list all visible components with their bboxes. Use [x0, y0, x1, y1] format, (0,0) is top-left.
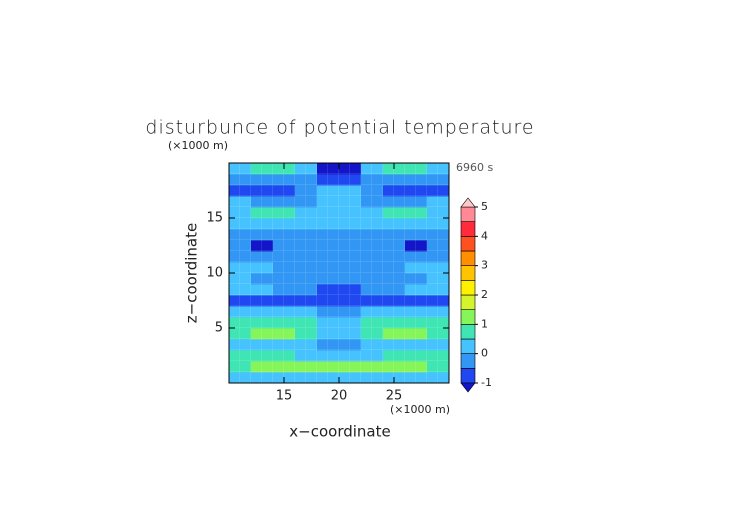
colorbar-over	[460, 197, 476, 208]
colorbar-segment	[460, 280, 476, 296]
colorbar-tick-label: 0	[481, 347, 488, 360]
y-tick-label: 10	[206, 266, 223, 281]
colorbar-segment	[460, 368, 476, 384]
colorbar-segment	[460, 206, 476, 222]
model-grid	[229, 163, 449, 383]
colorbar-segment	[460, 324, 476, 340]
x-tick-label: 25	[386, 389, 403, 404]
colorbar-segment	[460, 353, 476, 369]
colorbar-under	[460, 382, 476, 393]
y-axis-label: z−coordinate	[183, 223, 201, 323]
colorbar-tick-label: 3	[481, 259, 488, 272]
colorbar-tick-label: -1	[481, 376, 492, 389]
x-tick-label: 20	[331, 389, 348, 404]
y-tick-label: 15	[206, 211, 223, 226]
annotation: 6960 s	[456, 161, 493, 174]
x-axis-label: x−coordinate	[289, 423, 390, 441]
colorbar: -1 0 1 2 3 4 5	[460, 197, 492, 393]
colorbar-segment	[460, 309, 476, 325]
colorbar-segment	[460, 236, 476, 252]
colorbar-tick-label: 5	[481, 200, 488, 213]
x-tick-label: 15	[276, 389, 293, 404]
colorbar-segment	[460, 250, 476, 266]
colorbar-segment	[460, 221, 476, 237]
chart-title: disturbunce of potential temperature	[145, 117, 534, 139]
colorbar-tick-label: 1	[481, 317, 488, 330]
y-tick-label: 5	[215, 321, 223, 336]
y-unit: (×1000 m)	[168, 139, 228, 152]
colorbar-segment	[460, 294, 476, 310]
colorbar-tick-label: 4	[481, 229, 488, 242]
colorbar-tick-label: 2	[481, 288, 488, 301]
colorbar-segment	[460, 265, 476, 281]
x-unit: (×1000 m)	[390, 403, 450, 416]
colorbar-segment	[460, 338, 476, 354]
